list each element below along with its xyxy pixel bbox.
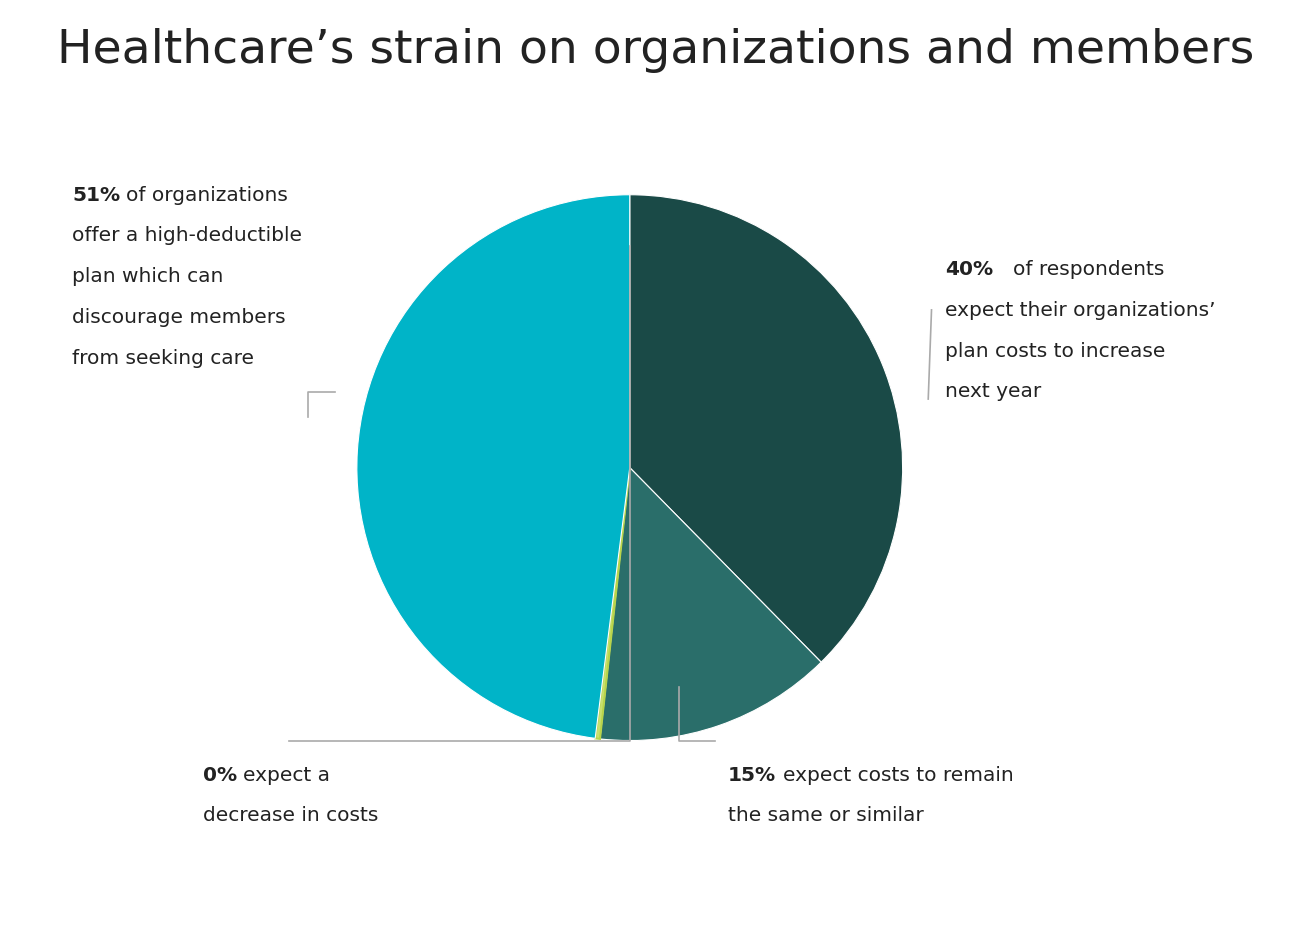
Text: the same or similar: the same or similar: [728, 806, 924, 824]
Text: next year: next year: [945, 382, 1040, 400]
Wedge shape: [596, 468, 630, 739]
Text: decrease in costs: decrease in costs: [203, 806, 379, 824]
Text: offer a high-deductible: offer a high-deductible: [72, 226, 302, 245]
Text: 0%: 0%: [203, 765, 237, 783]
Wedge shape: [357, 196, 630, 739]
Text: expect costs to remain: expect costs to remain: [783, 765, 1014, 783]
Text: expect their organizations’: expect their organizations’: [945, 300, 1215, 319]
Wedge shape: [630, 196, 903, 663]
Text: from seeking care: from seeking care: [72, 349, 255, 367]
Text: expect a: expect a: [243, 765, 329, 783]
Text: of respondents: of respondents: [1013, 260, 1164, 278]
Wedge shape: [600, 468, 821, 741]
Text: discourage members: discourage members: [72, 308, 286, 326]
Text: 51%: 51%: [72, 185, 121, 204]
Text: 15%: 15%: [728, 765, 777, 783]
Text: of organizations: of organizations: [126, 185, 287, 204]
Text: 40%: 40%: [945, 260, 993, 278]
Text: Healthcare’s strain on organizations and members: Healthcare’s strain on organizations and…: [58, 28, 1254, 72]
Text: plan costs to increase: plan costs to increase: [945, 341, 1165, 360]
Text: plan which can: plan which can: [72, 267, 223, 286]
